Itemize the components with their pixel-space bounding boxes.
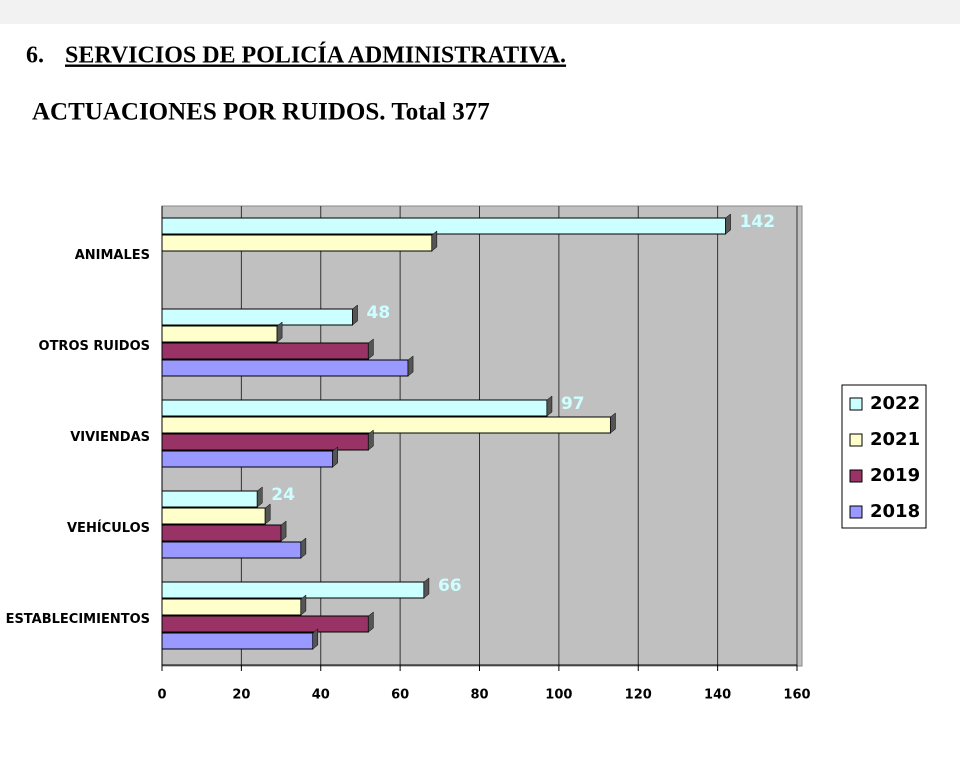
bar: [161, 541, 302, 559]
bar: [161, 325, 278, 343]
x-tick-label: 80: [470, 688, 488, 703]
bar-side: [332, 446, 338, 468]
bar: [161, 308, 353, 326]
legend-swatch: [849, 433, 863, 447]
y-tick-label: VEHÍCULOS: [67, 520, 150, 536]
heading-number: 6.: [26, 43, 44, 69]
bar: [161, 490, 258, 508]
heading-text: SERVICIOS DE POLICÍA ADMINISTRATIVA.: [65, 43, 566, 69]
bar-side: [423, 577, 430, 599]
bar: [161, 524, 282, 542]
x-tick-label: 140: [704, 688, 731, 703]
legend-swatch: [849, 505, 863, 519]
chart-title: ACTUACIONES POR RUIDOS. Total 377: [32, 99, 490, 126]
data-label: 66: [438, 576, 462, 596]
legend-label: 2019: [870, 465, 920, 486]
bar: [161, 632, 314, 650]
bar-side: [300, 594, 307, 616]
bar-side: [312, 628, 319, 650]
bar: [161, 615, 369, 633]
x-tick-label: 100: [545, 688, 572, 703]
bar-side: [280, 520, 287, 542]
legend-label: 2018: [870, 501, 920, 522]
legend-label: 2021: [870, 429, 920, 450]
legend-swatch: [849, 397, 863, 411]
bar-side: [264, 503, 271, 525]
x-tick-label: 120: [625, 688, 652, 703]
legend-swatch: [849, 469, 863, 483]
bar-side: [610, 412, 616, 434]
legend-label: 2022: [870, 393, 920, 414]
x-tick-label: 20: [232, 688, 250, 703]
y-tick-label: OTROS RUIDOS: [39, 339, 150, 354]
bar-side: [300, 537, 307, 559]
y-tick-label: ANIMALES: [75, 248, 150, 263]
x-tick-label: 40: [312, 688, 330, 703]
data-label: 24: [271, 485, 295, 505]
bar: [161, 217, 727, 235]
bar-side: [725, 213, 731, 235]
bar: [161, 598, 302, 616]
x-tick-label: 60: [391, 688, 409, 703]
bar-side: [368, 611, 374, 633]
bar-side: [407, 355, 414, 377]
data-label: 142: [740, 212, 776, 232]
bar: [161, 342, 369, 360]
y-tick-label: ESTABLECIMIENTOS: [6, 612, 150, 627]
bar: [161, 416, 611, 434]
y-tick-label: VIVIENDAS: [70, 430, 150, 445]
bar: [161, 359, 409, 377]
bar: [161, 450, 334, 468]
data-label: 97: [561, 394, 585, 414]
x-tick-label: 160: [783, 688, 810, 703]
bar-side: [257, 486, 263, 508]
x-tick-label: 0: [157, 688, 166, 703]
top-strip: [0, 0, 960, 24]
bar-side: [546, 395, 553, 417]
bar-side: [276, 321, 283, 343]
bar-side: [368, 429, 374, 451]
bar-side: [368, 338, 374, 360]
bar: [161, 234, 433, 252]
bar: [161, 581, 425, 599]
bar-side: [352, 304, 358, 326]
bar: [161, 507, 266, 525]
bar: [161, 399, 548, 417]
bar-side: [431, 230, 438, 252]
data-label: 48: [367, 303, 391, 323]
